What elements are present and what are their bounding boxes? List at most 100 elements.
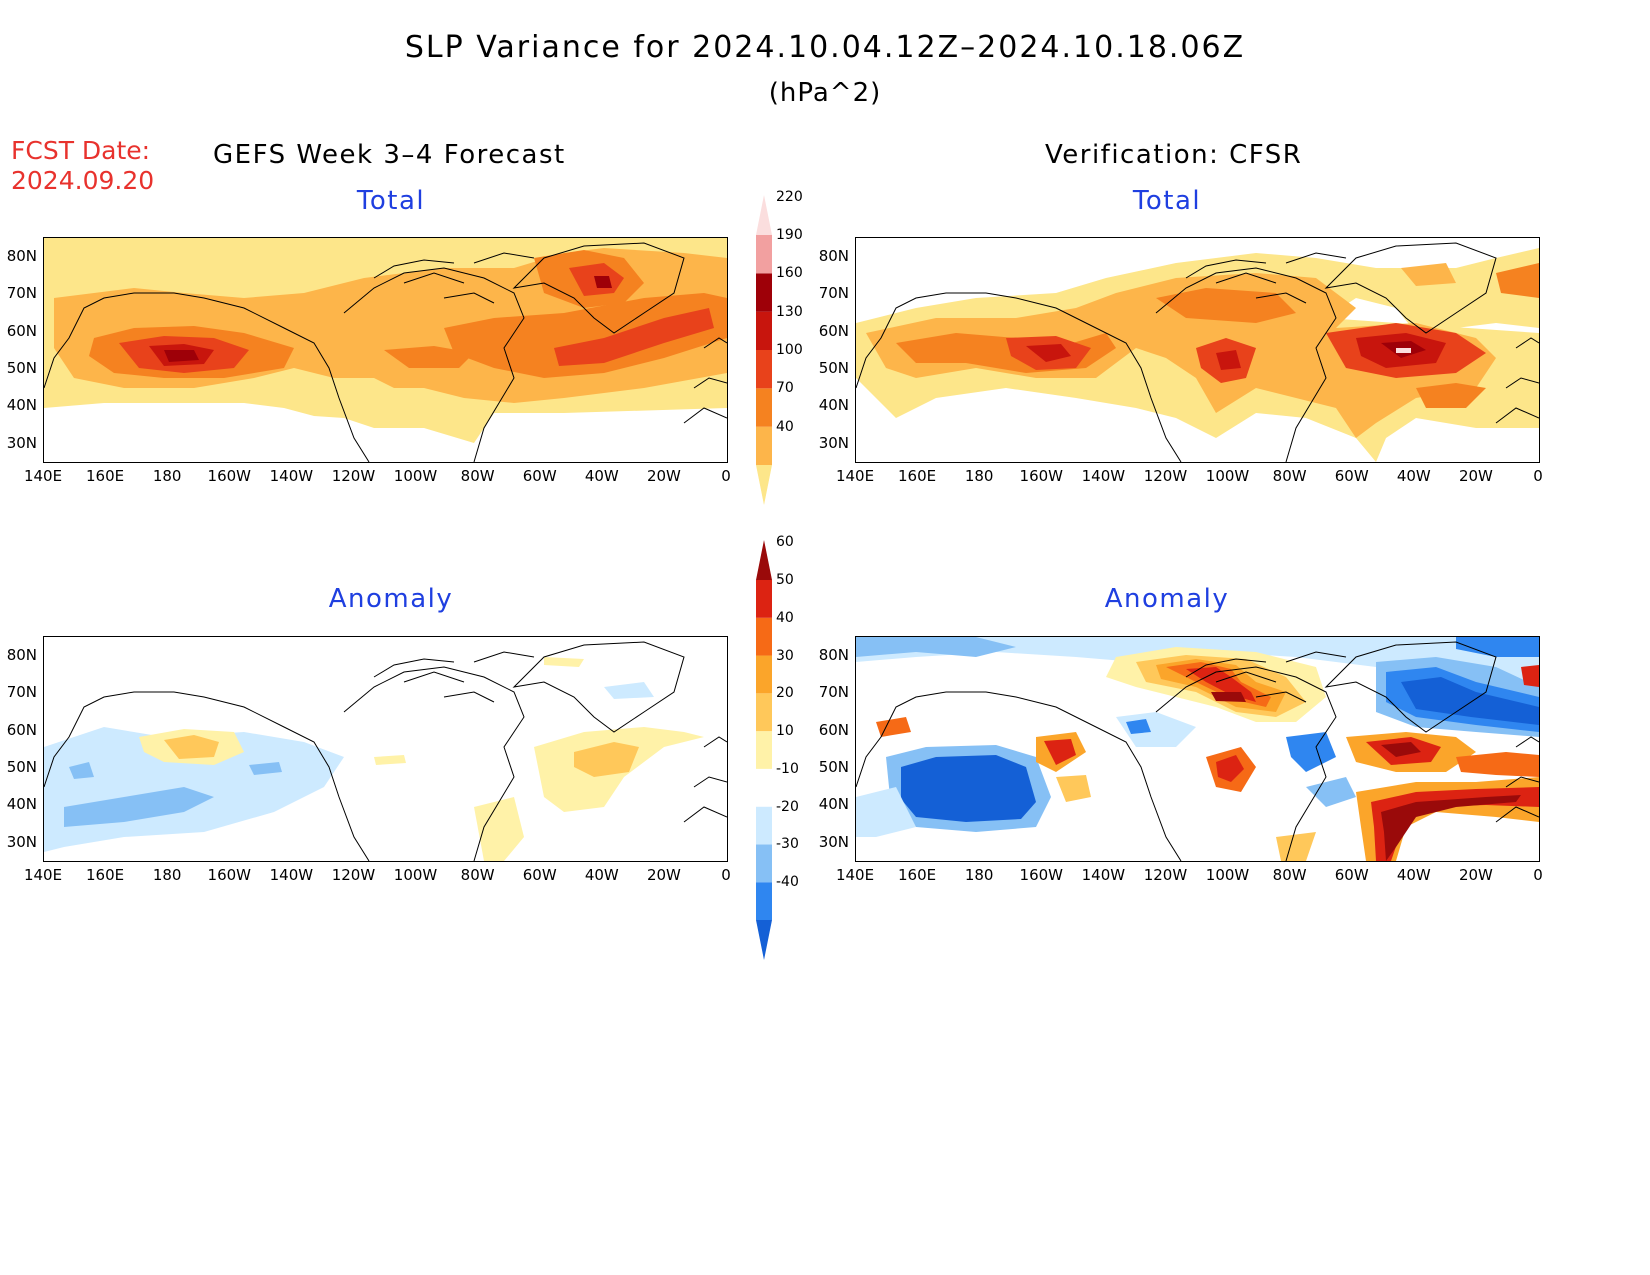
total-colorbar-label: 160 [776,265,803,282]
verification-anomaly-lat-label: 80N [818,646,849,664]
verification-anomaly-lon-label: 20W [1458,866,1493,884]
forecast-total-lat-label: 80N [6,247,37,265]
verification-anomaly-lat-label: 30N [818,833,849,851]
verification-anomaly-lat-label: 70N [818,683,849,701]
forecast-total-lon-label: 0 [721,467,731,485]
forecast-anomaly-lon-label: 120W [331,866,376,884]
figure-units: (hPa^2) [768,78,882,108]
total-colorbar-swatch [756,195,772,235]
verification-anomaly-lat-label: 50N [818,758,849,776]
verification-total-lon-label: 100W [1205,467,1250,485]
forecast-total-lon-label: 100W [393,467,438,485]
forecast-anomaly-subtitle: Anomaly [328,584,454,614]
anomaly-colorbar-swatch [756,806,772,845]
verification-anomaly-lon-label: 80W [1272,866,1307,884]
total-colorbar-swatch [756,465,772,505]
forecast-total-lon-label: 20W [646,467,681,485]
total-colorbar-label: 100 [776,342,803,358]
verification-anomaly-coastlines [856,641,1539,861]
anomaly-colorbar-label: 20 [776,685,794,702]
verification-total-lon-label: 180 [964,467,994,485]
forecast-total-lon-label: 120W [331,467,376,485]
total-colorbar-label: 220 [776,188,803,205]
verification-total-lon-label: 160W [1019,467,1063,485]
verification-total-lat-label: 80N [818,247,849,265]
total-colorbar-swatch [756,273,772,312]
forecast-total-lat-label: 60N [6,322,37,340]
anomaly-colorbar-label: 40 [776,609,794,626]
anomaly-colorbar-label: -30 [776,836,799,853]
anomaly-colorbar-label: -20 [776,798,799,815]
verification-total-lat-label: 50N [818,359,849,377]
verification-total-shading [856,248,1539,462]
forecast-total-lon-label: 40W [584,467,619,485]
verification-total-lon-label: 40W [1396,467,1431,485]
forecast-anomaly-shading [44,657,704,861]
forecast-anomaly-lon-label: 160E [86,866,125,884]
forecast-anomaly-lat-label: 70N [6,683,37,701]
anomaly-colorbar-label: 60 [776,534,794,551]
verification-total-lat-label: 40N [818,396,849,414]
total-colorbar-label: 70 [776,380,794,397]
forecast-total-subtitle: Total [356,186,426,216]
verification-anomaly-lon-label: 100W [1205,866,1250,884]
anomaly-colorbar-swatch [756,540,772,580]
forecast-total-map [43,237,728,463]
forecast-anomaly-lon-label: 0 [721,866,731,884]
verification-total-lon-label: 0 [1533,467,1543,485]
total-colorbar-label: 40 [776,418,794,435]
anomaly-colorbar-swatch [756,693,772,732]
total-colorbar-swatch [756,426,772,465]
verification-total-lon-label: 120W [1143,467,1188,485]
verification-anomaly-lon-label: 120W [1143,866,1188,884]
forecast-anomaly-lon-label: 40W [584,866,619,884]
forecast-column-title: GEFS Week 3–4 Forecast [213,140,566,170]
anomaly-colorbar-swatch [756,882,772,920]
verification-anomaly-lon-label: 60W [1334,866,1369,884]
verification-total-map [855,237,1540,463]
forecast-total-lat-label: 70N [6,284,37,302]
anomaly-colorbar-label: 10 [776,723,794,740]
verification-anomaly-subtitle: Anomaly [1104,584,1230,614]
verification-total-lon-label: 140E [835,467,875,485]
forecast-anomaly-coastlines [44,641,727,861]
anomaly-colorbar-swatch [756,920,772,960]
forecast-anomaly-lon-label: 60W [522,866,557,884]
verification-total-lon-label: 160E [898,467,937,485]
verification-anomaly-lon-label: 40W [1396,866,1431,884]
verification-total-lat-label: 60N [818,322,849,340]
anomaly-colorbar-swatch [756,731,772,769]
verification-anomaly-lon-label: 140W [1081,866,1126,884]
verification-anomaly-lat-label: 60N [818,721,849,739]
forecast-total-lat-label: 50N [6,359,37,377]
anomaly-colorbar-label: 50 [776,572,794,588]
forecast-anomaly-lat-label: 60N [6,721,37,739]
fcst-date-label: FCST Date: [11,136,151,165]
forecast-anomaly-lon-label: 180 [152,866,182,884]
forecast-anomaly-lon-label: 140E [23,866,63,884]
forecast-anomaly-lon-label: 160W [207,866,251,884]
verification-anomaly-lon-label: 140E [835,866,875,884]
anomaly-colorbar-swatch [756,617,772,656]
anomaly-colorbar-label: -10 [776,760,799,777]
verification-anomaly-lon-label: 160E [898,866,937,884]
verification-column-title: Verification: CFSR [1045,140,1303,170]
verification-total-lon-label: 140W [1081,467,1126,485]
anomaly-colorbar-label: -40 [776,874,799,891]
forecast-total-lon-label: 140W [269,467,314,485]
forecast-total-lon-label: 160E [86,467,125,485]
forecast-total-lat-label: 40N [6,396,37,414]
verification-anomaly-lat-label: 40N [818,795,849,813]
forecast-anomaly-lon-label: 80W [460,866,495,884]
forecast-total-lon-label: 80W [460,467,495,485]
figure-title: SLP Variance for 2024.10.04.12Z–2024.10.… [404,30,1246,65]
forecast-anomaly-lon-label: 100W [393,866,438,884]
total-colorbar-label: 190 [776,227,803,243]
verification-total-coastlines [856,242,1539,462]
total-colorbar-swatch [756,311,772,350]
verification-total-lon-label: 20W [1458,467,1493,485]
total-colorbar-swatch [756,235,772,274]
forecast-total-lon-label: 160W [207,467,251,485]
verification-anomaly-lon-label: 180 [964,866,994,884]
anomaly-colorbar-swatch [756,655,772,694]
